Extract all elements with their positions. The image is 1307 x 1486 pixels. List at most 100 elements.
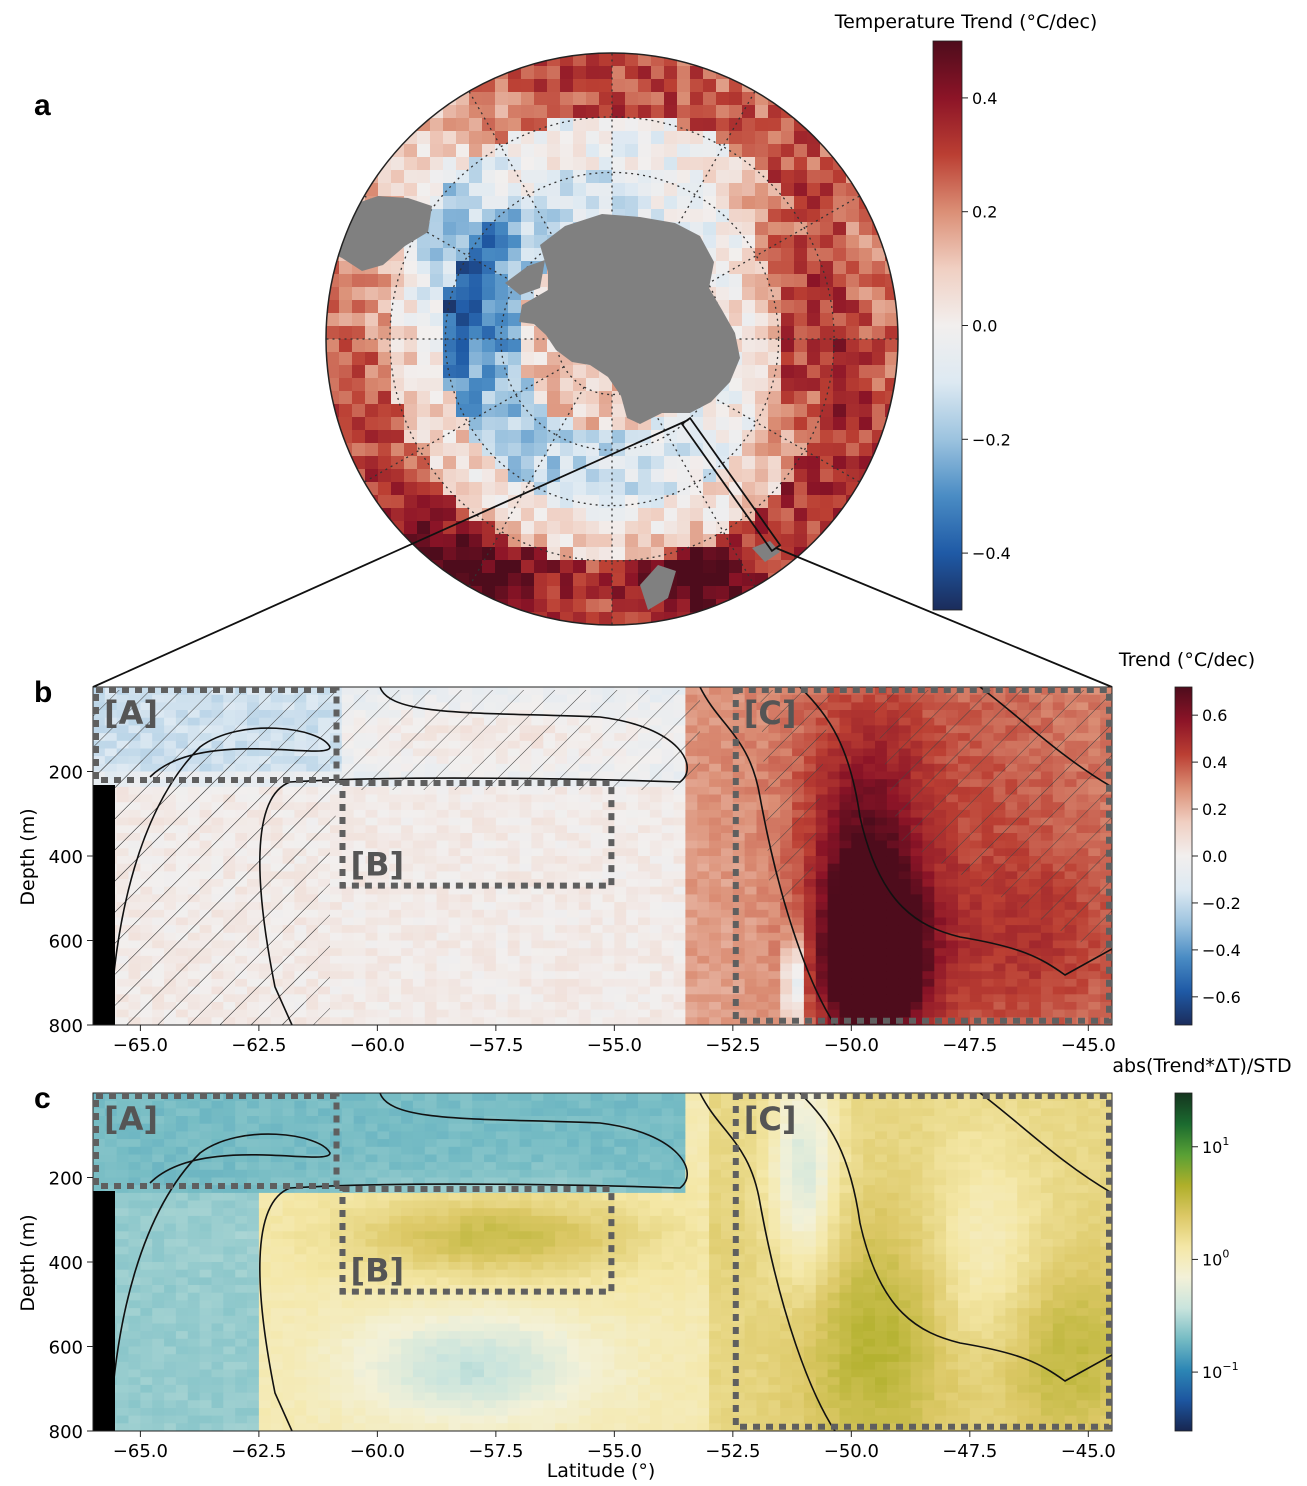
section-cell	[519, 1017, 532, 1025]
map-cell	[521, 66, 535, 80]
map-cell	[612, 66, 626, 80]
section-cell	[401, 863, 414, 872]
section-cell	[472, 817, 485, 826]
section-cell	[578, 909, 592, 919]
section-cell	[543, 963, 556, 972]
section-cell	[673, 809, 686, 819]
map-cell	[378, 352, 392, 366]
section-cell	[626, 963, 639, 972]
section-cell	[507, 871, 521, 880]
map-cell	[625, 196, 639, 210]
section-cell	[436, 894, 449, 903]
section-cell	[768, 925, 781, 934]
section-cell	[578, 1002, 592, 1011]
section-cell	[910, 932, 923, 942]
map-cell	[508, 196, 522, 210]
map-cell	[391, 456, 405, 470]
map-cell	[378, 313, 392, 327]
map-cell	[573, 157, 587, 171]
map-cell	[716, 443, 730, 457]
map-cell	[482, 261, 496, 275]
section-cell	[389, 894, 402, 903]
section-cell	[401, 1017, 414, 1025]
map-cell	[404, 547, 418, 561]
section-cell	[685, 909, 698, 919]
section-cell	[732, 817, 746, 826]
map-cell	[820, 196, 834, 210]
section-cell	[448, 871, 461, 880]
map-cell	[586, 586, 600, 600]
map-cell	[443, 495, 457, 509]
section-cell	[484, 786, 497, 796]
map-cell	[794, 300, 808, 314]
map-cell	[547, 92, 561, 106]
section-cell	[709, 748, 722, 757]
section-cell	[590, 802, 604, 811]
section-cell	[649, 817, 663, 826]
section-cell	[507, 978, 521, 988]
section-cell	[756, 902, 769, 911]
map-cell	[404, 417, 418, 431]
map-cell	[703, 196, 717, 210]
section-cell	[863, 748, 876, 757]
map-cell	[417, 339, 431, 353]
section-cell	[673, 886, 686, 895]
map-cell	[781, 248, 795, 262]
section-cell	[567, 948, 580, 957]
section-cell	[448, 886, 461, 895]
section-cell	[649, 856, 663, 865]
section-cell	[721, 833, 734, 842]
section-cell	[875, 978, 888, 988]
section-cell	[341, 809, 355, 819]
map-cell	[495, 430, 509, 444]
map-cell	[690, 79, 704, 93]
section-cell	[910, 955, 923, 965]
section-cell	[744, 786, 758, 796]
map-cell	[534, 573, 548, 587]
section-cell	[958, 948, 971, 957]
map-cell	[638, 157, 652, 171]
map-cell	[612, 404, 626, 418]
section-cell	[531, 955, 544, 965]
map-cell	[729, 404, 743, 418]
section-cell	[709, 879, 722, 888]
section-cell	[377, 917, 390, 926]
map-cell	[703, 430, 717, 444]
section-cell	[768, 1009, 781, 1018]
section-cell	[543, 955, 556, 965]
section-cell	[851, 917, 864, 926]
section-cell	[353, 809, 367, 819]
section-cell	[448, 802, 461, 811]
section-cell	[732, 1009, 746, 1018]
section-cell	[851, 771, 864, 780]
section-cell	[661, 833, 675, 842]
map-cell	[482, 495, 496, 509]
map-cell	[508, 222, 522, 236]
section-cell	[756, 1002, 769, 1011]
section-cell	[661, 1002, 675, 1011]
map-cell	[482, 482, 496, 496]
section-cell	[685, 986, 698, 995]
section-cell	[839, 771, 852, 780]
section-cell	[578, 809, 592, 819]
map-cell	[807, 352, 821, 366]
section-cell	[365, 856, 378, 865]
section-cell	[744, 702, 758, 711]
section-cell	[958, 902, 971, 911]
section-cell	[638, 940, 651, 949]
map-cell	[560, 391, 574, 405]
section-cell	[886, 1017, 900, 1025]
section-cell	[875, 886, 888, 895]
section-cell	[673, 817, 686, 826]
section-cell	[495, 863, 509, 872]
map-cell	[859, 443, 873, 457]
map-cell	[833, 521, 847, 535]
section-cell	[875, 817, 888, 826]
section-cell	[697, 740, 710, 750]
section-cell	[365, 902, 378, 911]
map-cell	[521, 456, 535, 470]
map-cell	[534, 599, 548, 613]
section-cell	[460, 833, 473, 842]
map-cell	[521, 222, 535, 236]
map-cell	[469, 222, 483, 236]
